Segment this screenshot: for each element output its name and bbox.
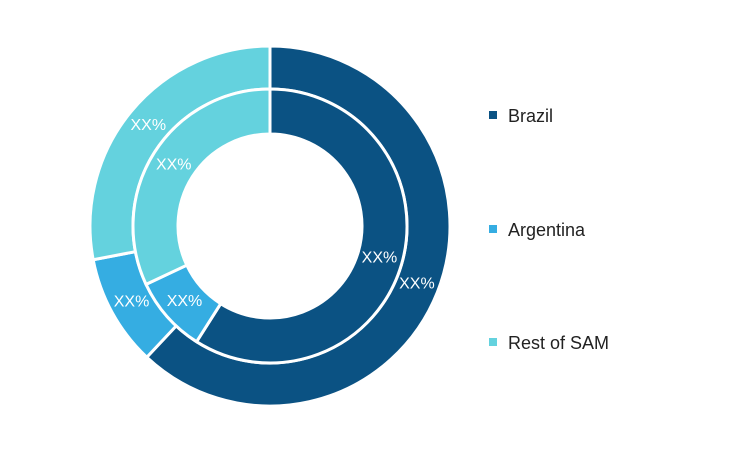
outer-label-brazil: XX% xyxy=(399,276,435,293)
outer-label-argentina: XX% xyxy=(114,294,150,311)
inner-label-argentina: XX% xyxy=(167,293,203,310)
inner-slice-rest-of-sam xyxy=(131,87,272,287)
legend-label-brazil: Brazil xyxy=(508,106,553,126)
legend-entry-argentina: Argentina xyxy=(489,220,586,240)
legend: Brazil Argentina Rest of SAM xyxy=(489,106,609,353)
inner-label-brazil: XX% xyxy=(362,249,398,266)
legend-swatch-brazil xyxy=(489,111,497,119)
slice-labels: XX%XX%XX%XX%XX%XX% xyxy=(114,117,435,311)
legend-label-argentina: Argentina xyxy=(508,220,586,240)
legend-swatch-argentina xyxy=(489,225,497,233)
inner-slice-brazil xyxy=(194,87,409,365)
legend-label-rest-of-sam: Rest of SAM xyxy=(508,333,609,353)
outer-label-rest-of-sam: XX% xyxy=(130,117,166,134)
legend-entry-brazil: Brazil xyxy=(489,106,553,126)
inner-ring xyxy=(131,87,409,365)
legend-swatch-rest-of-sam xyxy=(489,338,497,346)
inner-label-rest-of-sam: XX% xyxy=(156,156,192,173)
legend-entry-rest-of-sam: Rest of SAM xyxy=(489,333,609,353)
